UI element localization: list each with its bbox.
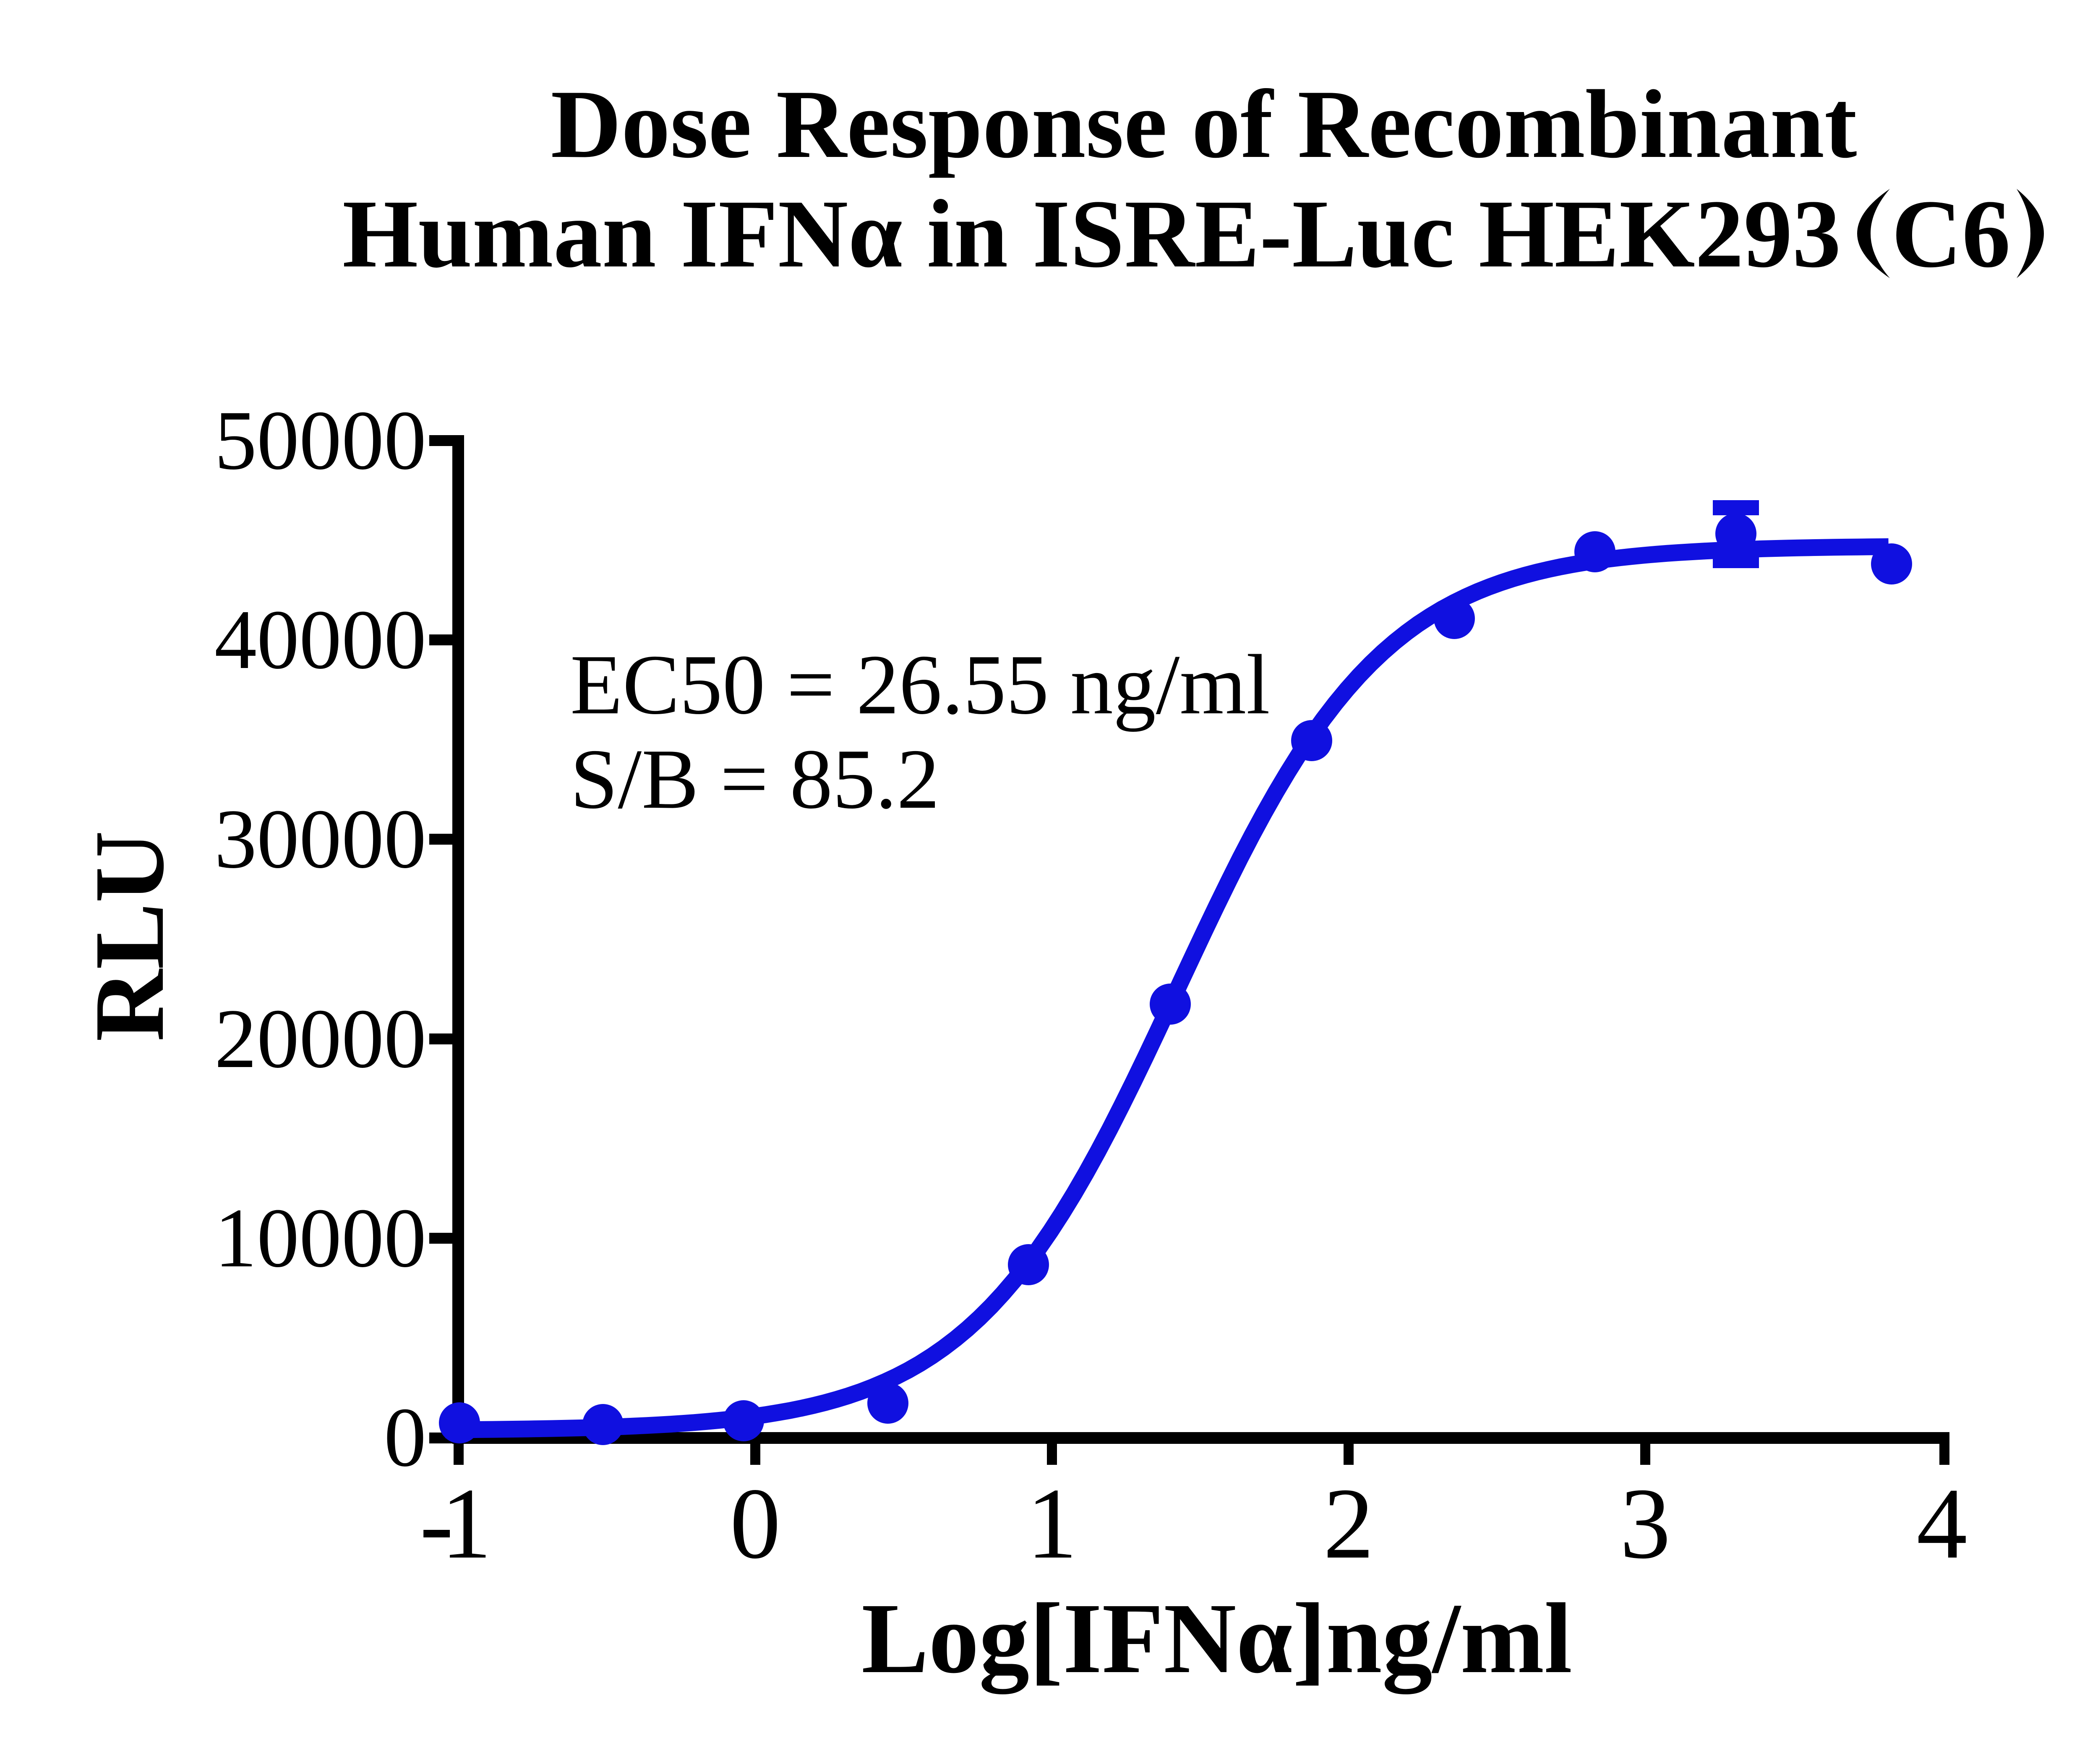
svg-text:30000: 30000 bbox=[214, 792, 426, 886]
svg-text:4: 4 bbox=[1917, 1467, 1968, 1580]
svg-text:2: 2 bbox=[1323, 1467, 1374, 1580]
svg-text:3: 3 bbox=[1620, 1467, 1671, 1580]
svg-text:40000: 40000 bbox=[214, 592, 426, 686]
svg-text:-1: -1 bbox=[420, 1467, 492, 1580]
svg-text:Human IFNα in ISRE-Luc HEK293: Human IFNα in ISRE-Luc HEK293 bbox=[342, 180, 1841, 288]
svg-text:Log[IFNα]ng/ml: Log[IFNα]ng/ml bbox=[861, 1582, 1572, 1694]
svg-text:0: 0 bbox=[730, 1467, 781, 1580]
svg-text:10000: 10000 bbox=[214, 1191, 426, 1285]
svg-text:RLU: RLU bbox=[74, 831, 185, 1042]
svg-text:S/B = 85.2: S/B = 85.2 bbox=[570, 732, 939, 827]
svg-text:Dose Response of Recombinant: Dose Response of Recombinant bbox=[551, 70, 1857, 178]
svg-text:20000: 20000 bbox=[214, 992, 426, 1086]
svg-text:1: 1 bbox=[1027, 1467, 1078, 1580]
svg-text:EC50 = 26.55 ng/ml: EC50 = 26.55 ng/ml bbox=[570, 637, 1270, 732]
svg-text:C6: C6 bbox=[1892, 180, 2011, 288]
svg-text:0: 0 bbox=[384, 1390, 426, 1484]
svg-text:50000: 50000 bbox=[214, 393, 426, 487]
